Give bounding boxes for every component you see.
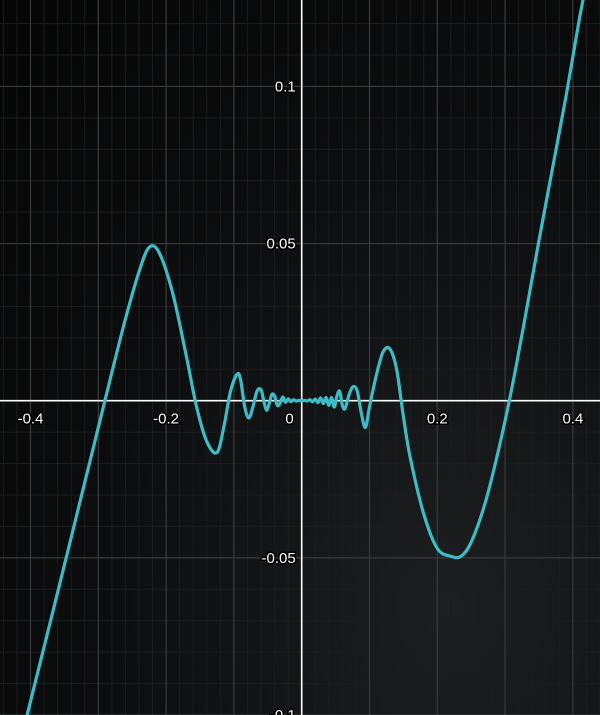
y-tick-label: 0.1 <box>275 78 296 95</box>
x-tick-label: -0.2 <box>153 411 179 428</box>
y-tick-label: -0.1 <box>270 707 296 715</box>
x-tick-label: 0.4 <box>562 411 583 428</box>
x-tick-label: -0.4 <box>18 411 44 428</box>
x-tick-label: 0.2 <box>427 411 448 428</box>
origin-label: 0 <box>285 411 293 428</box>
y-tick-label: -0.05 <box>261 550 295 567</box>
tick-labels: -0.4 -0.2 0.2 0.4 0.1 0.05 -0.05 -0.1 0 <box>18 78 584 715</box>
y-tick-label: 0.05 <box>266 236 295 253</box>
